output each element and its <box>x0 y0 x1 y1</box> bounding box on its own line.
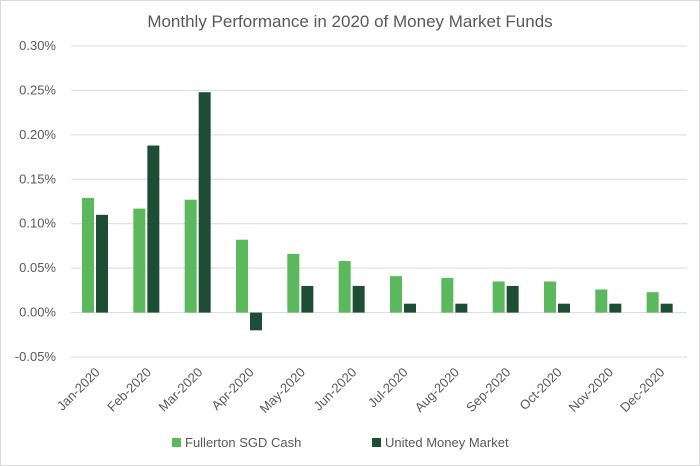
bars <box>82 92 673 331</box>
y-tick-label: -0.05% <box>15 349 57 364</box>
bar-fullerton-sgd-cash <box>133 208 146 313</box>
bar-fullerton-sgd-cash <box>338 261 351 313</box>
bar-united-money-market <box>198 92 211 313</box>
bar-fullerton-sgd-cash <box>82 197 94 313</box>
y-tick-label: 0.20% <box>19 127 56 142</box>
y-tick-label: 0.30% <box>19 38 56 53</box>
bar-united-money-market <box>506 285 519 313</box>
x-axis-ticks: Jan-2020 Feb-2020 Mar-2020 Apr-2020 May-2020… <box>54 365 668 416</box>
x-tick-label: Oct-2020 <box>516 365 564 413</box>
x-tick-label: Nov-2020 <box>566 365 616 415</box>
x-tick-label: Dec-2020 <box>617 365 667 415</box>
gridlines <box>71 45 687 358</box>
x-tick-label: Aug-2020 <box>412 365 462 415</box>
bar-fullerton-sgd-cash <box>441 277 454 313</box>
bar-fullerton-sgd-cash <box>390 276 402 313</box>
y-tick-label: 0.05% <box>19 260 56 275</box>
x-tick-label: Feb-2020 <box>104 365 154 415</box>
x-tick-label: Mar-2020 <box>156 365 206 415</box>
y-tick-label: 0.10% <box>19 216 56 231</box>
bar-united-money-market <box>455 303 468 313</box>
bar-fullerton-sgd-cash <box>492 281 505 313</box>
bar-fullerton-sgd-cash <box>544 281 556 313</box>
legend-swatch <box>172 438 181 447</box>
bar-fullerton-sgd-cash <box>184 199 197 313</box>
bar-united-money-market <box>147 145 160 313</box>
y-tick-label: 0.25% <box>19 82 56 97</box>
legend-swatch <box>372 438 381 447</box>
y-tick-label: 0.15% <box>19 171 56 186</box>
bar-fullerton-sgd-cash <box>236 239 248 313</box>
bar-united-money-market <box>301 285 314 313</box>
x-tick-label: Jun-2020 <box>311 365 360 414</box>
legend: Fullerton SGD Cash United Money Market <box>172 435 509 450</box>
bar-fullerton-sgd-cash <box>595 289 608 313</box>
y-tick-label: 0.00% <box>19 305 56 320</box>
x-tick-label: May-2020 <box>257 365 308 416</box>
x-tick-label: Jan-2020 <box>54 365 103 414</box>
bar-united-money-market <box>404 303 416 313</box>
bar-united-money-market <box>352 285 365 313</box>
legend-label: Fullerton SGD Cash <box>185 435 301 450</box>
bar-fullerton-sgd-cash <box>646 292 659 313</box>
x-tick-label: Jul-2020 <box>365 365 411 411</box>
bar-united-money-market <box>609 303 622 313</box>
chart-title: Monthly Performance in 2020 of Money Mar… <box>147 12 552 31</box>
bar-united-money-market <box>660 303 673 313</box>
y-axis-ticks: 0.30% 0.25% 0.20% 0.15% 0.10% 0.05% 0.00% -0.05… <box>15 38 57 364</box>
x-tick-label: Sep-2020 <box>463 365 513 415</box>
bar-united-money-market <box>558 303 570 313</box>
bar-united-money-market <box>250 312 262 331</box>
x-tick-label: Apr-2020 <box>208 365 256 413</box>
bar-fullerton-sgd-cash <box>287 253 300 313</box>
legend-label: United Money Market <box>385 435 509 450</box>
bar-united-money-market <box>96 214 108 313</box>
